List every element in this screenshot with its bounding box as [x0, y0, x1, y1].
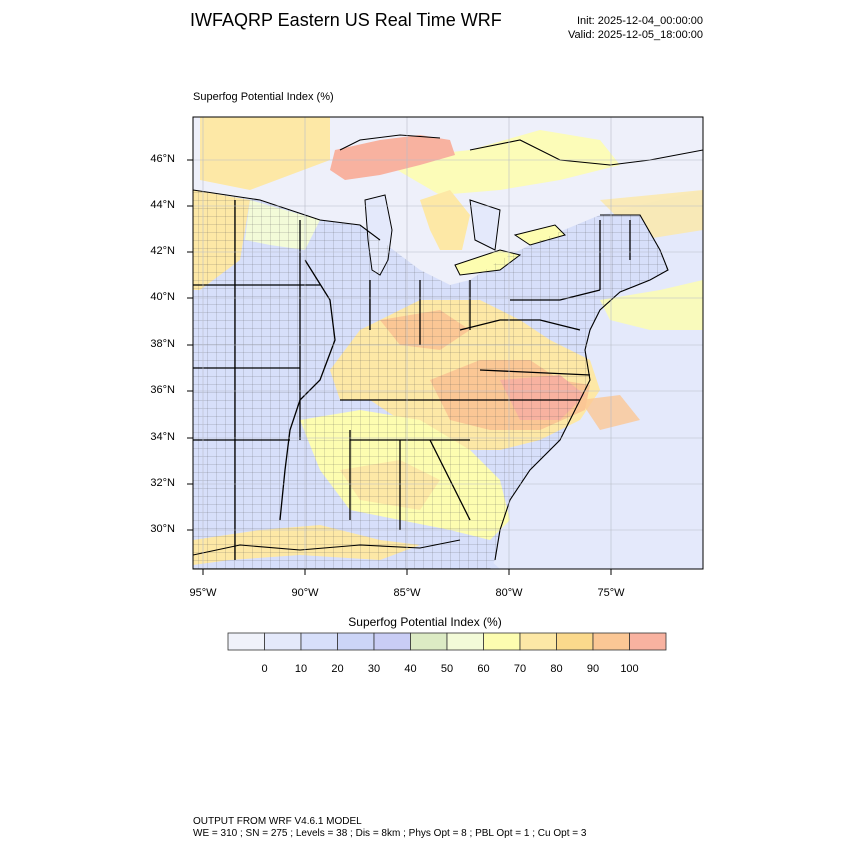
atlantic-blue [590, 345, 703, 375]
colorbar-label: 40 [404, 663, 417, 675]
colorbar-swatch [519, 632, 557, 651]
coastlines [193, 134, 703, 561]
canada-east-band [600, 190, 703, 240]
colorbar-swatch [556, 632, 594, 651]
colorbar-swatch [592, 632, 630, 651]
run-times: Init: 2025-12-04_00:00:00 Valid: 2025-12… [568, 14, 703, 42]
model-footer: OUTPUT FROM WRF V4.6.1 MODEL WE = 310 ; … [193, 816, 586, 840]
lat-label: 38°N [150, 338, 175, 350]
colorbar-swatch [300, 632, 338, 651]
colorbar-label: 30 [367, 663, 381, 675]
lat-label: 30°N [150, 523, 175, 535]
colorbar-swatch [629, 632, 667, 651]
michigan-lower-warm [420, 190, 470, 250]
map-area [193, 117, 703, 569]
lon-label: 90°W [291, 587, 319, 599]
colorbar-label: 100 [620, 663, 639, 675]
atlantic-yellow [600, 280, 703, 330]
colorbar-swatch [446, 632, 484, 651]
lat-label: 34°N [150, 431, 175, 443]
footer-line-1: OUTPUT FROM WRF V4.6.1 MODEL [193, 816, 362, 827]
plot-title: IWFAQRP Eastern US Real Time WRF [190, 10, 502, 30]
valid-time: Valid: 2025-12-05_18:00:00 [568, 29, 703, 41]
lat-label: 42°N [150, 245, 175, 257]
colorbar-title: Superfog Potential Index (%) [348, 615, 502, 629]
lon-label: 95°W [189, 587, 217, 599]
lat-label: 44°N [150, 199, 175, 211]
atlantic-coast-warm [580, 395, 640, 430]
footer-line-2: WE = 310 ; SN = 275 ; Levels = 38 ; Dis … [193, 828, 587, 839]
lat-label: 40°N [150, 291, 175, 303]
lake-huron [469, 199, 501, 251]
graticule [193, 117, 703, 569]
field-subtitle: Superfog Potential Index (%) [193, 91, 334, 103]
colorbar-label: 20 [331, 663, 344, 675]
lat-label: 46°N [150, 153, 175, 165]
lat-label: 32°N [150, 477, 175, 489]
colorbar-label: 70 [513, 663, 527, 675]
colorbar-label: 90 [586, 663, 600, 675]
colorbar-label: 0 [261, 663, 268, 675]
lon-label: 85°W [393, 587, 421, 599]
colorbar-swatch [410, 632, 448, 651]
colorbar-label: 50 [440, 663, 454, 675]
axis-ticks [187, 159, 612, 575]
colorbar-label: 10 [294, 663, 308, 675]
colorbar-swatch [227, 632, 265, 651]
lake-superior-region [330, 135, 455, 180]
colorbar-swatch [264, 632, 302, 651]
state-borders [193, 200, 631, 560]
north-west-warm [200, 117, 330, 190]
lon-label: 75°W [597, 587, 625, 599]
canada-yellow-band [380, 130, 620, 195]
colorbar-label: 80 [550, 663, 563, 675]
colorbar-swatch [373, 632, 411, 651]
lon-label: 80°W [495, 587, 523, 599]
colorbar-label: 60 [477, 663, 490, 675]
init-time: Init: 2025-12-04_00:00:00 [577, 15, 703, 27]
map-frame [192, 116, 704, 570]
colorbar [227, 632, 667, 651]
lat-label: 36°N [150, 384, 175, 396]
colorbar-swatch [337, 632, 375, 651]
colorbar-swatch [483, 632, 521, 651]
